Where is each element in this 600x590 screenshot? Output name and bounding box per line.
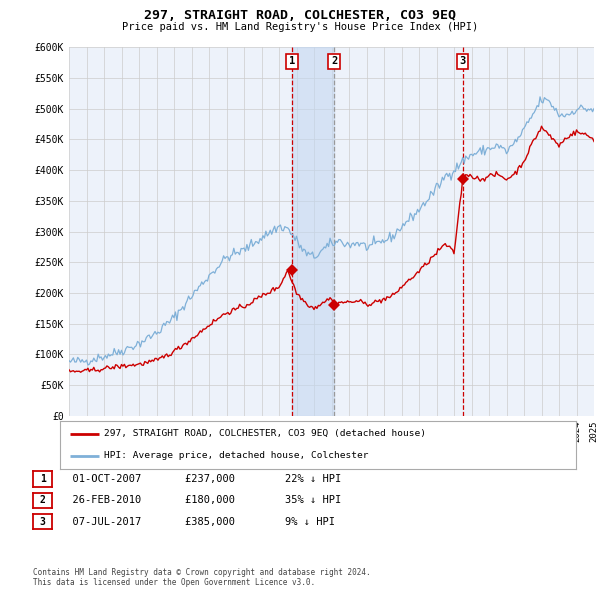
Text: 3: 3 [460, 57, 466, 67]
Text: 297, STRAIGHT ROAD, COLCHESTER, CO3 9EQ (detached house): 297, STRAIGHT ROAD, COLCHESTER, CO3 9EQ … [104, 430, 426, 438]
Text: 01-OCT-2007       £237,000        22% ↓ HPI: 01-OCT-2007 £237,000 22% ↓ HPI [60, 474, 341, 484]
Text: 1: 1 [40, 474, 46, 484]
Text: HPI: Average price, detached house, Colchester: HPI: Average price, detached house, Colc… [104, 451, 368, 460]
Text: 3: 3 [40, 517, 46, 526]
Text: 26-FEB-2010       £180,000        35% ↓ HPI: 26-FEB-2010 £180,000 35% ↓ HPI [60, 496, 341, 505]
Text: 07-JUL-2017       £385,000        9% ↓ HPI: 07-JUL-2017 £385,000 9% ↓ HPI [60, 517, 335, 526]
Text: 2: 2 [40, 496, 46, 505]
Text: Price paid vs. HM Land Registry's House Price Index (HPI): Price paid vs. HM Land Registry's House … [122, 22, 478, 32]
Text: Contains HM Land Registry data © Crown copyright and database right 2024.
This d: Contains HM Land Registry data © Crown c… [33, 568, 371, 587]
Text: 2: 2 [331, 57, 337, 67]
Text: 1: 1 [289, 57, 295, 67]
Text: 297, STRAIGHT ROAD, COLCHESTER, CO3 9EQ: 297, STRAIGHT ROAD, COLCHESTER, CO3 9EQ [144, 9, 456, 22]
Bar [292, 47, 334, 416]
